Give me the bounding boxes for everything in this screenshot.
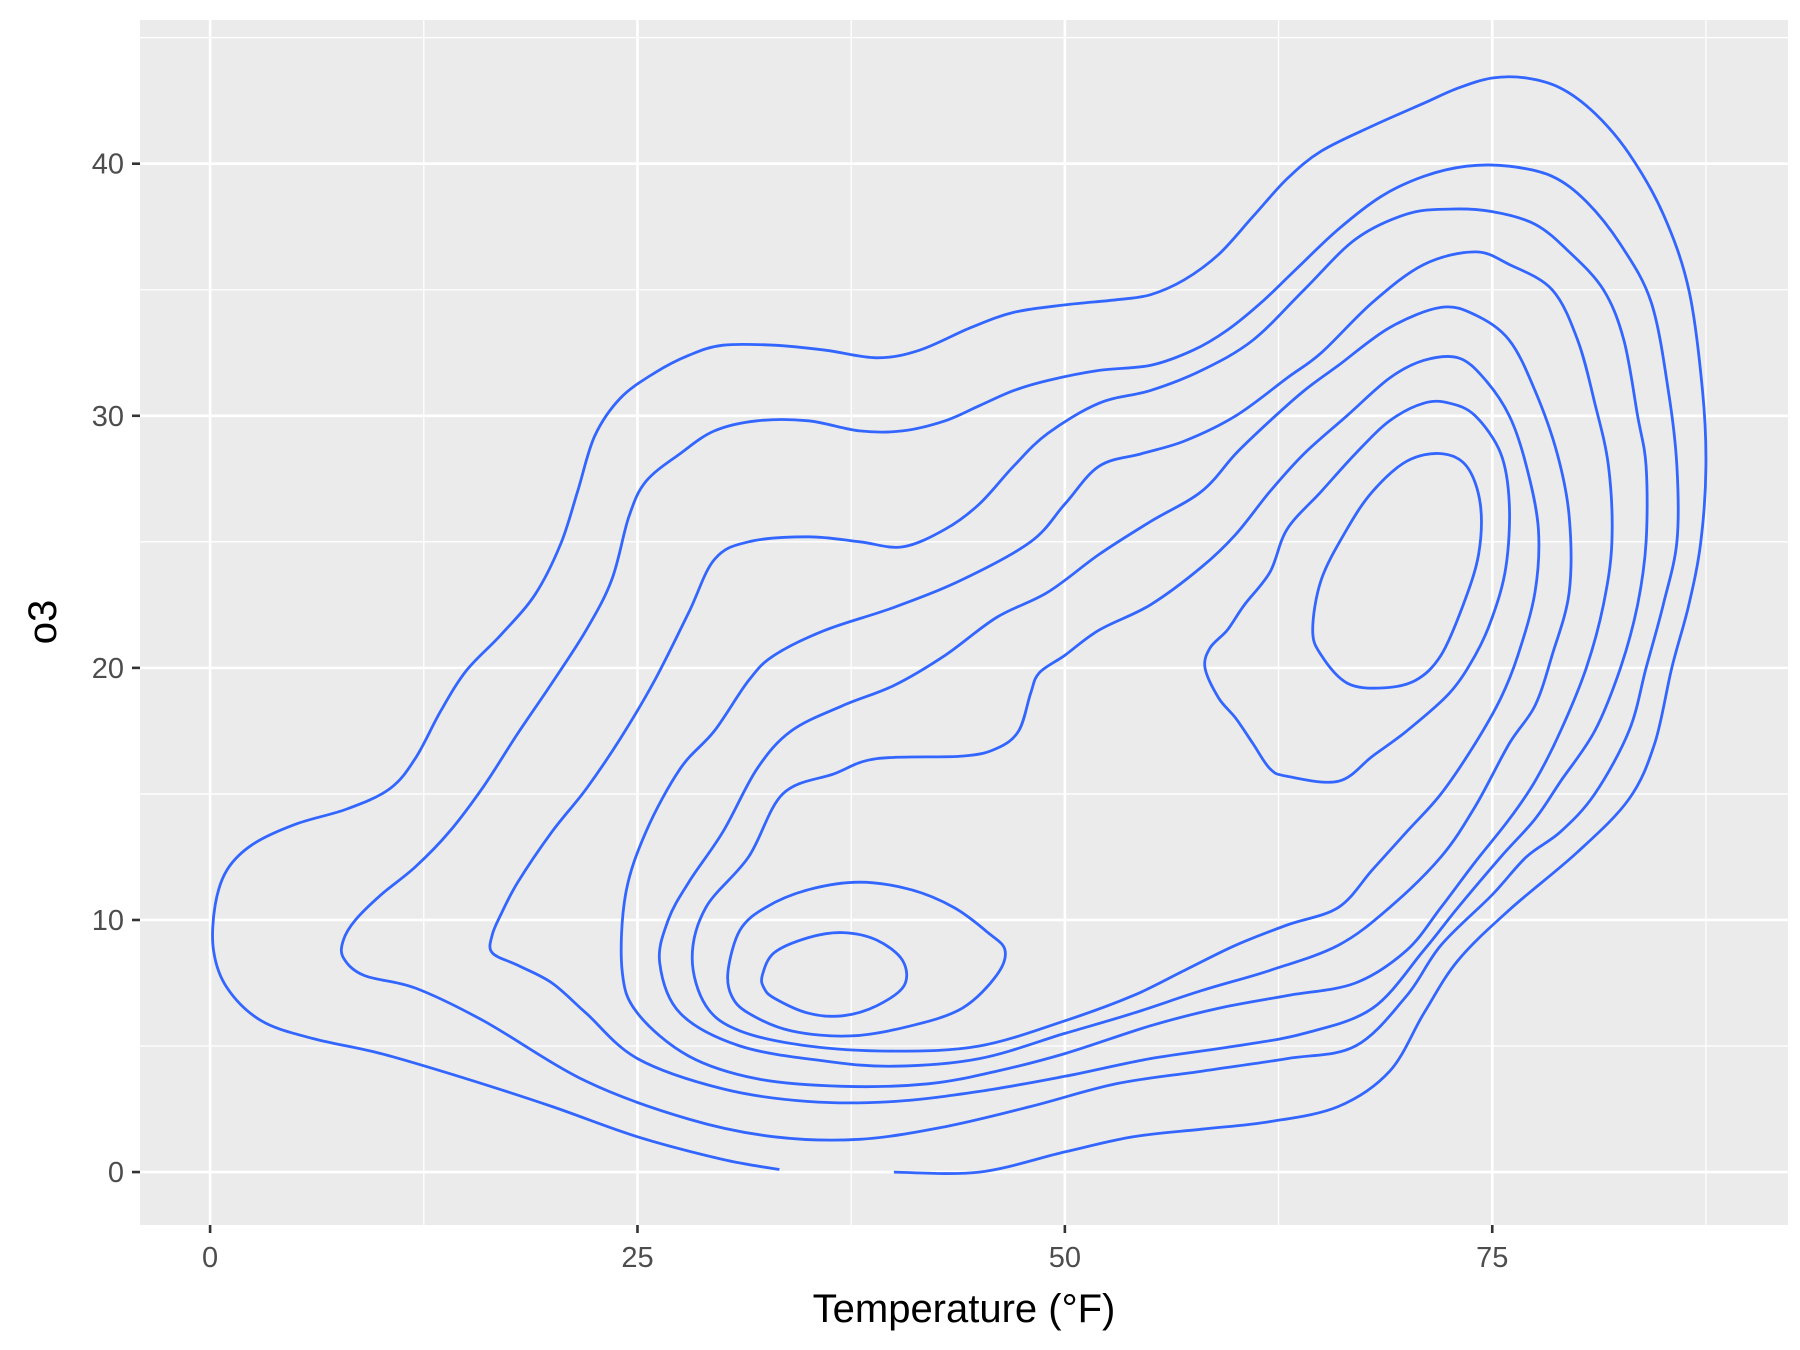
contour-line-level-6 bbox=[690, 355, 1541, 1053]
y-tick-label: 20 bbox=[92, 653, 124, 685]
contour-line-level-4 bbox=[619, 250, 1614, 1089]
x-axis-title: Temperature (°F) bbox=[813, 1287, 1116, 1331]
y-axis-title: o3 bbox=[21, 600, 65, 645]
x-tick-label: 25 bbox=[621, 1242, 653, 1274]
contour-line-level-2 bbox=[339, 163, 1680, 1142]
axes: 0 25 50 75 0 10 20 30 40 bbox=[92, 149, 1509, 1274]
x-tick-label: 50 bbox=[1049, 1242, 1081, 1274]
contour-line-level-10 bbox=[1311, 452, 1483, 690]
contour-line-level-5 bbox=[657, 305, 1573, 1068]
contour-line-level-3 bbox=[488, 207, 1649, 1105]
contour-line-level-9 bbox=[1203, 399, 1511, 784]
contour-line-level-7 bbox=[726, 880, 1007, 1038]
contour-line-level-1 bbox=[211, 75, 1708, 1175]
y-tick-label: 30 bbox=[92, 401, 124, 433]
contour-lines bbox=[211, 75, 1708, 1175]
x-tick-label: 0 bbox=[202, 1242, 218, 1274]
contour-line-level-8 bbox=[760, 931, 909, 1018]
y-tick-label: 10 bbox=[92, 905, 124, 937]
panel-background bbox=[140, 20, 1788, 1225]
y-tick-label: 40 bbox=[92, 149, 124, 181]
y-tick-label: 0 bbox=[108, 1157, 124, 1189]
x-tick-label: 75 bbox=[1476, 1242, 1508, 1274]
